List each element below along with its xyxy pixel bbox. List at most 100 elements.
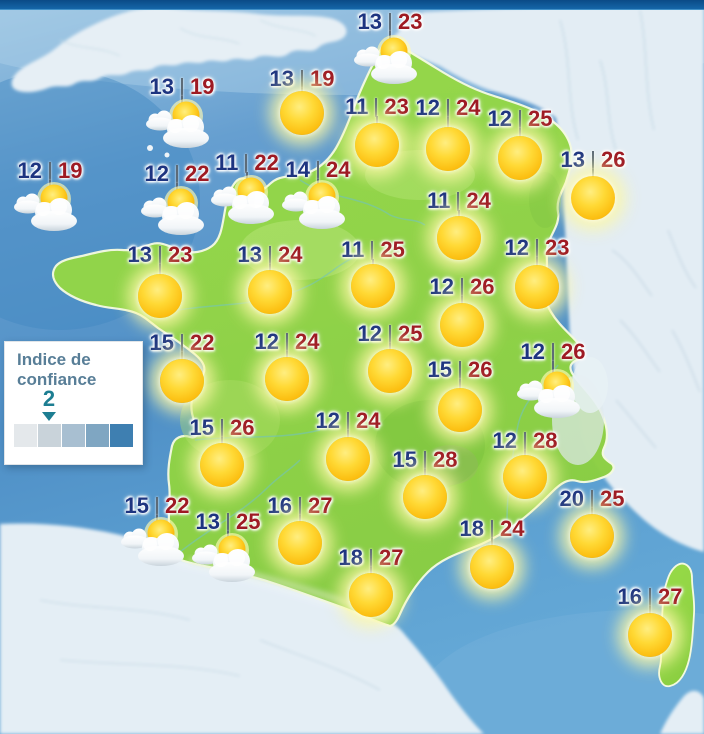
max-temperature: 19 <box>190 74 215 99</box>
temperature-label: 16 27 <box>590 584 704 610</box>
sun-icon <box>248 270 292 314</box>
forecast-marker[interactable]: 12 26 <box>493 339 613 418</box>
max-temperature: 25 <box>380 237 405 262</box>
temp-separator <box>592 150 594 170</box>
temp-separator <box>371 240 374 260</box>
temperature-label: 13 23 <box>100 242 220 268</box>
sun-behind-cloud-icon <box>282 180 345 229</box>
sun-icon <box>326 437 370 481</box>
sun-icon <box>265 357 309 401</box>
forecast-marker[interactable]: 13 26 <box>533 147 653 220</box>
temp-separator <box>286 332 288 352</box>
forecast-marker[interactable]: 12 25 <box>460 106 580 180</box>
marker-stem <box>592 169 594 179</box>
marker-stem <box>536 257 538 268</box>
max-temperature: 27 <box>658 584 683 609</box>
forecast-marker[interactable]: 13 25 <box>168 509 288 582</box>
temp-separator <box>459 360 461 380</box>
sun-icon <box>403 475 447 519</box>
min-temperature: 15 <box>124 493 149 518</box>
temperature-label: 16 27 <box>240 493 360 519</box>
max-temperature: 22 <box>254 150 279 175</box>
marker-stem <box>269 264 271 273</box>
forecast-marker[interactable]: 18 24 <box>432 516 552 589</box>
forecast-marker[interactable]: 13 24 <box>210 242 330 314</box>
forecast-marker[interactable]: 15 22 <box>97 493 217 566</box>
forecast-marker[interactable]: 12 26 <box>402 274 522 347</box>
temperature-label: 12 19 <box>0 158 110 184</box>
forecast-marker[interactable]: 13 19 <box>122 74 242 148</box>
sun-behind-cloud-icon <box>141 186 204 235</box>
sun-behind-cloud-icon <box>146 99 209 148</box>
weather-icon <box>265 357 309 401</box>
legend-title-line1: Indice de <box>17 350 91 369</box>
forecast-marker[interactable]: 13 23 <box>100 242 220 318</box>
forecast-marker[interactable]: 12 23 <box>477 235 597 309</box>
marker-stem <box>286 351 288 360</box>
sun-icon <box>138 274 182 318</box>
forecast-marker[interactable]: 18 27 <box>311 545 431 617</box>
forecast-marker[interactable]: 12 24 <box>288 408 408 481</box>
min-temperature: 15 <box>427 357 452 382</box>
max-temperature: 24 <box>466 188 491 213</box>
forecast-marker[interactable]: 11 24 <box>399 188 519 260</box>
sun-icon <box>503 455 547 499</box>
forecast-marker[interactable]: 15 22 <box>122 330 242 403</box>
forecast-marker[interactable]: 12 24 <box>388 95 508 171</box>
sun-icon <box>349 573 393 617</box>
temperature-label: 18 24 <box>432 516 552 542</box>
forecast-marker[interactable]: 16 27 <box>590 584 704 657</box>
marker-stem <box>591 508 593 517</box>
sardinia-landmass <box>660 690 704 734</box>
forecast-marker[interactable]: 11 25 <box>313 237 433 308</box>
temperature-label: 15 22 <box>97 493 217 519</box>
weather-icon <box>200 443 244 487</box>
sun-icon <box>438 388 482 432</box>
forecast-marker[interactable]: 15 26 <box>400 357 520 432</box>
temperature-label: 11 22 <box>187 150 307 176</box>
temp-separator <box>299 496 301 516</box>
temp-separator <box>524 431 526 451</box>
marker-stem <box>447 117 449 130</box>
max-temperature: 25 <box>600 486 625 511</box>
forecast-marker[interactable]: 12 24 <box>227 329 347 401</box>
max-temperature: 27 <box>379 545 404 570</box>
forecast-marker[interactable]: 12 25 <box>330 321 450 393</box>
forecast-marker[interactable]: 14 24 <box>258 157 378 229</box>
min-temperature: 14 <box>285 157 310 182</box>
min-temperature: 18 <box>338 545 363 570</box>
weather-icon <box>438 388 482 432</box>
marker-stem <box>376 116 378 126</box>
weather-icon <box>503 455 547 499</box>
min-temperature: 13 <box>149 74 174 99</box>
forecast-marker[interactable]: 16 27 <box>240 493 360 565</box>
forecast-marker[interactable]: 15 28 <box>365 447 485 519</box>
forecast-marker[interactable]: 13 23 <box>330 9 450 84</box>
forecast-marker[interactable]: 11 22 <box>187 150 307 224</box>
forecast-marker[interactable]: 12 22 <box>117 161 237 235</box>
england-landmass <box>11 7 347 93</box>
temperature-label: 15 26 <box>400 357 520 383</box>
max-temperature: 24 <box>500 516 525 541</box>
forecast-marker[interactable]: 12 19 <box>0 158 110 231</box>
max-temperature: 26 <box>601 147 626 172</box>
top-bar <box>0 0 704 10</box>
temp-separator <box>649 587 651 607</box>
temp-separator <box>181 333 183 353</box>
forecast-marker[interactable]: 12 28 <box>465 428 585 499</box>
temperature-label: 12 26 <box>402 274 522 300</box>
forecast-marker[interactable]: 11 23 <box>317 94 437 167</box>
temperature-label: 13 19 <box>242 66 362 92</box>
weather-icon <box>515 265 559 309</box>
forecast-marker[interactable]: 20 25 <box>532 486 652 558</box>
forecast-marker[interactable]: 15 26 <box>162 415 282 487</box>
weather-icon <box>280 91 324 135</box>
max-temperature: 19 <box>310 66 335 91</box>
forecast-marker[interactable]: 13 19 <box>242 66 362 135</box>
temp-separator <box>447 98 449 118</box>
min-temperature: 12 <box>144 161 169 186</box>
sun-behind-cloud-icon <box>517 369 580 418</box>
sun-icon <box>200 443 244 487</box>
temp-separator <box>591 489 593 509</box>
weather-icon <box>349 573 393 617</box>
